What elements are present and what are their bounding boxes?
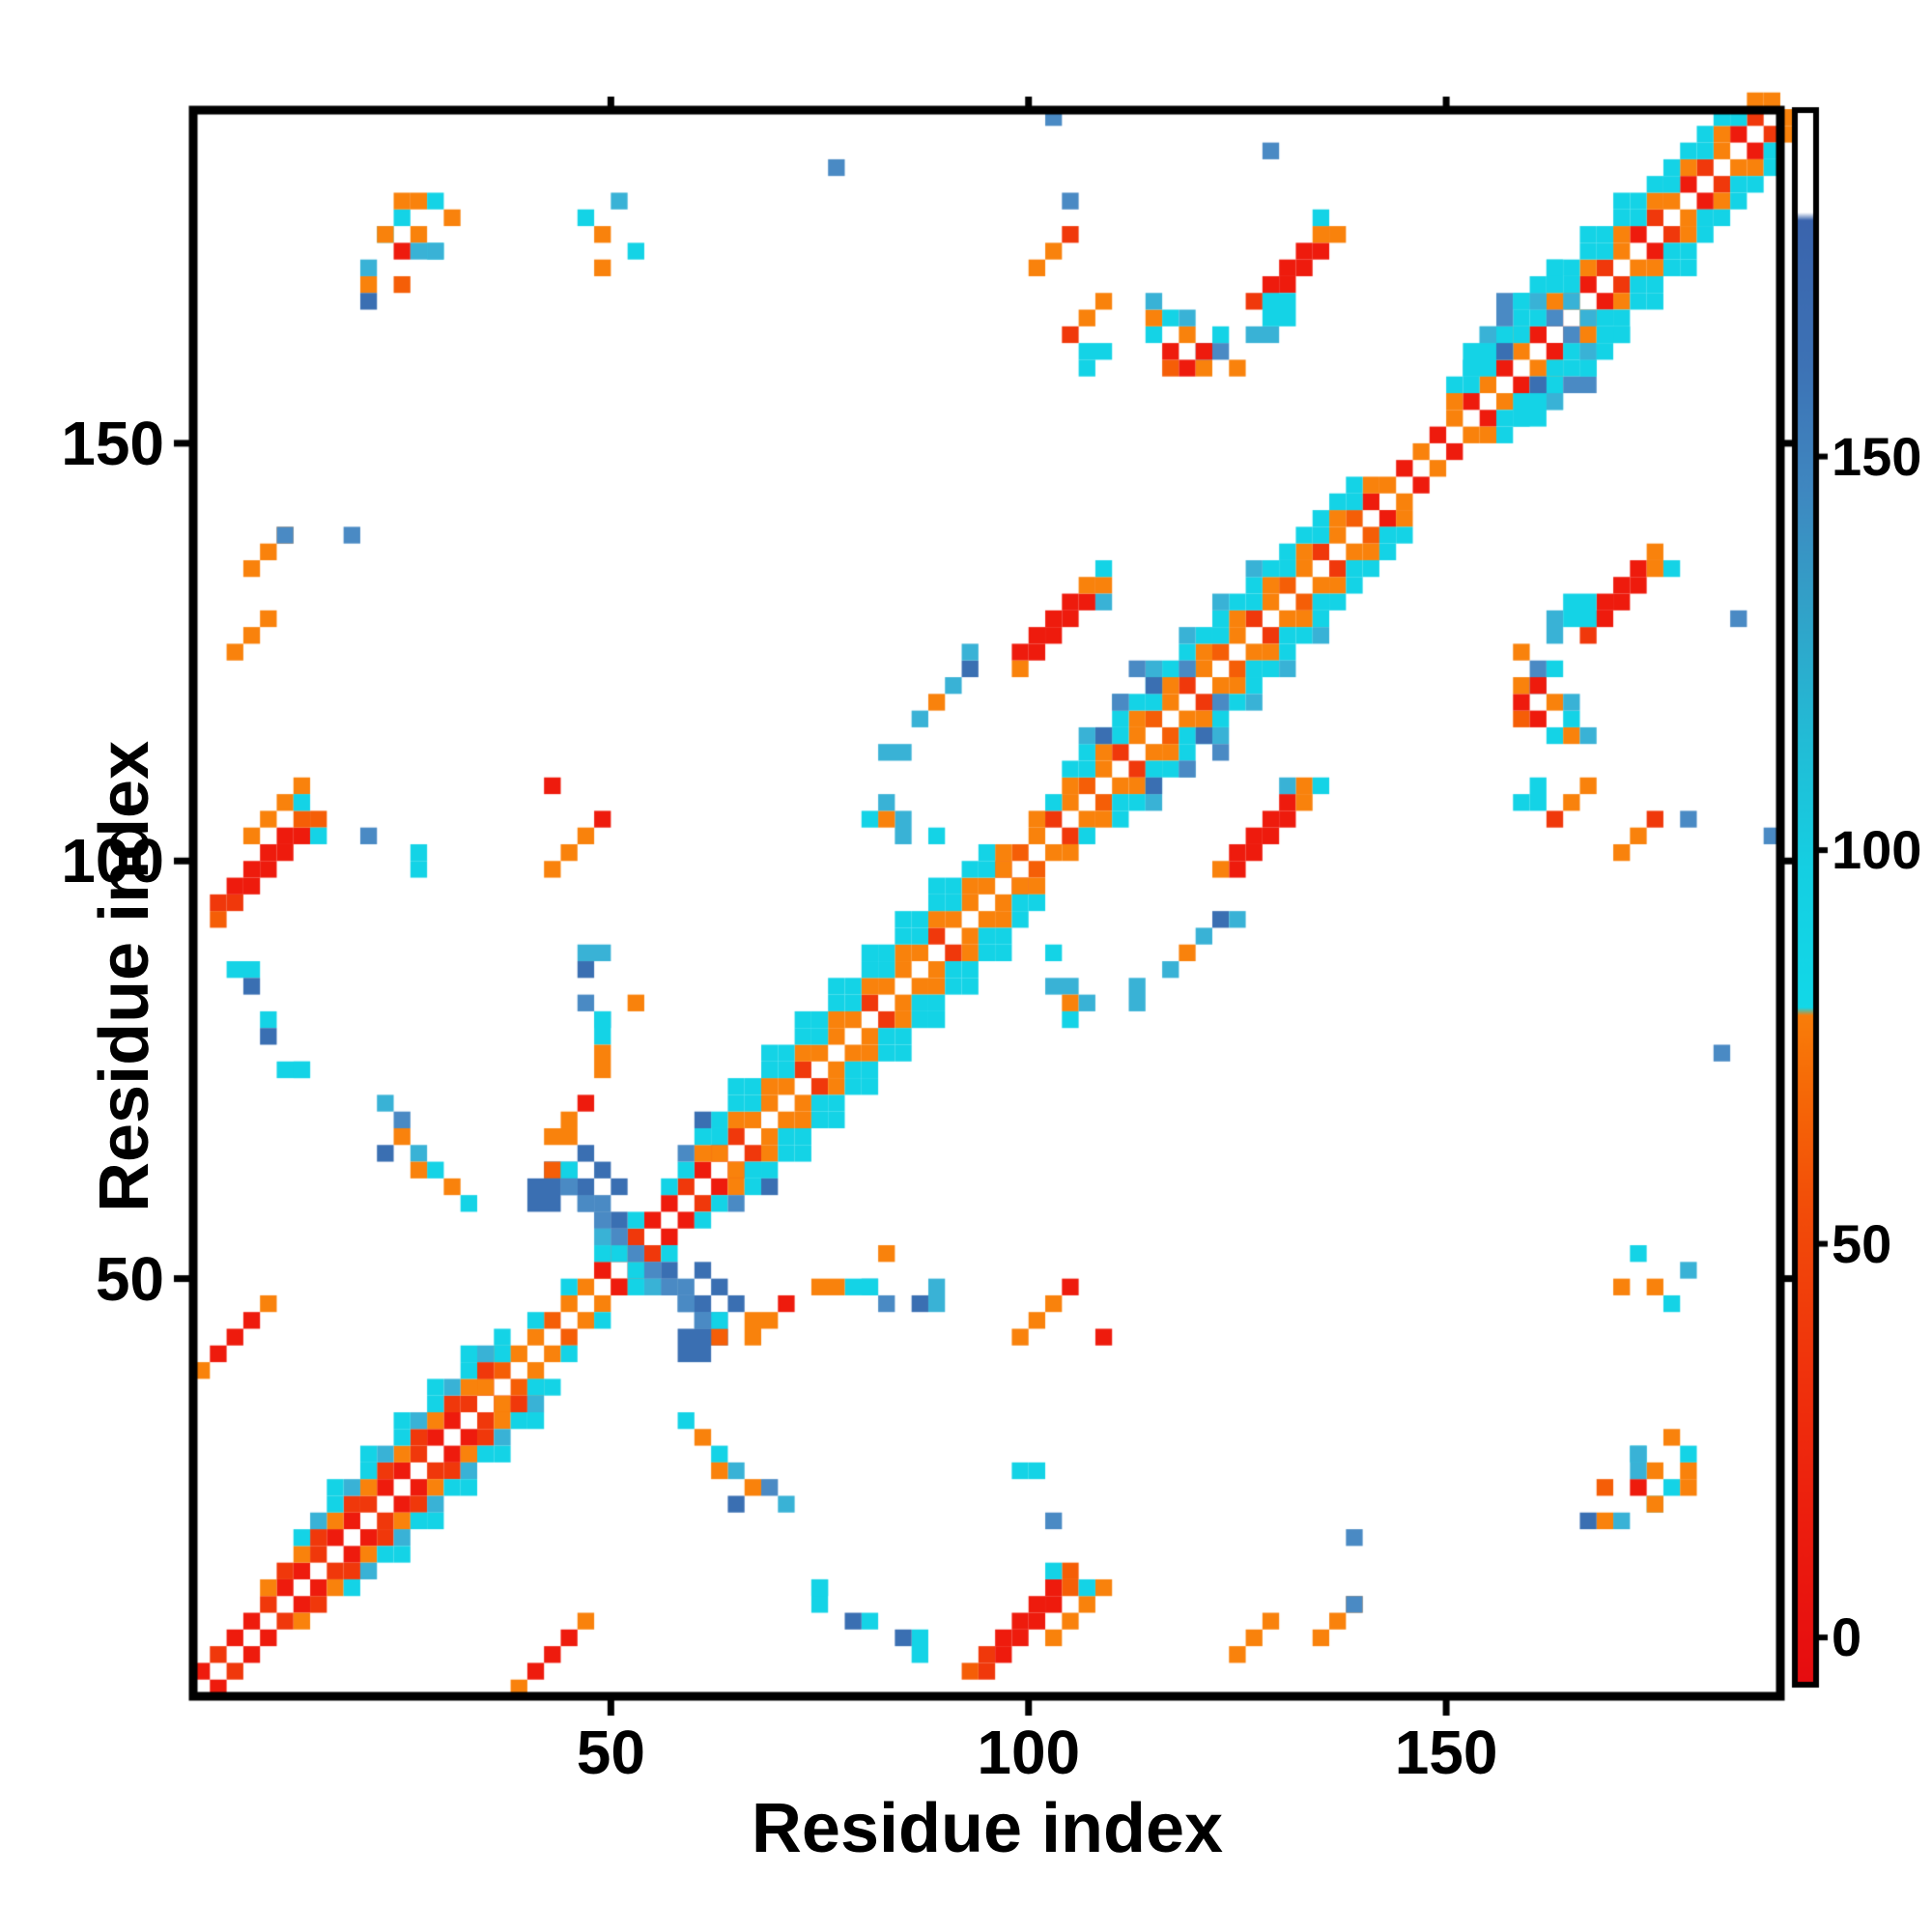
x-tick-label-150: 150 xyxy=(1394,1718,1498,1787)
y-tick-label-150: 150 xyxy=(61,408,164,478)
y-axis-label: Residue index xyxy=(86,740,163,1212)
colorbar-tick-label-100: 100 xyxy=(1832,819,1922,881)
x-axis-label: Residue index xyxy=(751,1790,1224,1867)
x-tick-label-50: 50 xyxy=(576,1718,645,1787)
colorbar-tick-label-150: 150 xyxy=(1832,425,1922,487)
y-tick-label-50: 50 xyxy=(95,1243,164,1314)
y-tick-label-100: 100 xyxy=(61,826,164,896)
colorbar-tick-label-50: 50 xyxy=(1832,1212,1892,1274)
colorbar-tick-label-0: 0 xyxy=(1832,1606,1862,1668)
x-tick-label-100: 100 xyxy=(977,1718,1081,1787)
